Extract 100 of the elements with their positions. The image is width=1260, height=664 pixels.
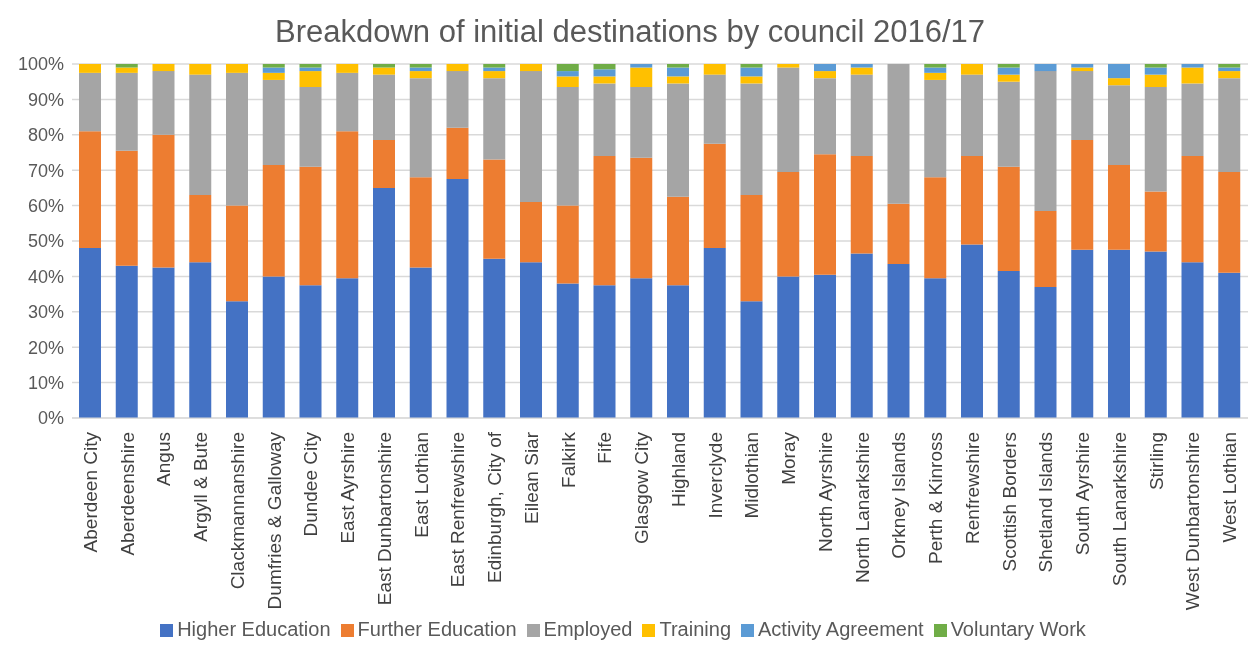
y-tick-label: 50% [27,231,64,252]
y-tick-label: 30% [27,302,64,323]
bar [373,187,395,418]
bar [1071,71,1094,141]
bar [777,171,800,277]
bar [520,64,542,72]
x-tick-label: Scottish Borders [998,432,1020,572]
bar [262,64,285,68]
x-tick-label: North Lanarkshire [851,432,873,584]
legend-label: Further Education [357,618,517,640]
bar [814,71,836,79]
bar [961,74,983,157]
bar [924,72,947,80]
bar [667,64,689,68]
bar [924,64,947,68]
bar [593,156,616,286]
legend-label: Training [659,618,731,640]
bar [483,78,506,160]
bar [667,83,689,197]
bar [115,64,138,68]
x-tick-label: Highland [667,432,689,507]
bar [226,205,248,302]
x-tick-label: Clackmannanshire [226,432,248,590]
bar [152,134,175,268]
legend-label: Activity Agreement [758,618,924,640]
bar [1108,85,1130,165]
bar [667,196,689,286]
bar [409,267,432,418]
bar [703,248,726,418]
bar [924,278,947,418]
bar [593,285,616,418]
bar [667,76,689,84]
bar [997,271,1020,418]
x-tick-label: East Ayrshire [337,432,359,544]
bar [814,154,836,275]
bar [630,67,653,88]
bar [997,81,1020,167]
bar [189,262,212,418]
chart-title: Breakdown of initial destinations by council 2016/17 [274,13,986,51]
bar [226,64,248,73]
bar [373,67,395,75]
y-tick-label: 70% [27,160,64,181]
bar [703,143,726,249]
x-tick-label: Moray [778,431,800,485]
bar [1071,64,1094,68]
bar [483,64,506,68]
bar [850,64,873,68]
bar [814,64,836,72]
bar [777,67,800,172]
bar [1218,171,1241,273]
y-tick-label: 90% [27,89,64,110]
bar [593,76,616,84]
bar [1144,64,1167,68]
bar [262,79,285,165]
bar [1218,272,1241,418]
bar [262,164,285,277]
x-tick-label: Midlothian [741,432,763,519]
bar [262,72,285,80]
x-tick-label: South Ayrshire [1072,432,1094,556]
x-tick-label: East Lothian [410,432,432,538]
bar [1144,67,1167,75]
bar [997,166,1020,272]
x-tick-label: Aberdeen City [79,431,101,553]
x-tick-label: Eilean Siar [520,431,542,524]
bar [924,177,947,279]
bar [850,67,873,75]
bar [740,301,763,418]
x-tick-label: Orkney Islands [888,432,910,559]
bar [593,69,616,77]
bar [556,64,579,72]
x-tick-label: Renfrewshire [961,432,983,544]
x-tick-label: West Dunbartonshire [1182,432,1204,611]
bar [1108,78,1130,86]
bar [409,64,432,68]
bar [997,74,1020,82]
x-tick-label: Angus [153,432,175,486]
x-tick-label: Falkirk [557,431,579,488]
bar [556,283,579,418]
bar [1181,64,1204,68]
bar [152,71,175,135]
y-tick-label: 60% [27,195,64,216]
bar [924,67,947,73]
bar [262,276,285,418]
bar [1181,262,1204,418]
bar [850,156,873,254]
x-tick-label: West Lothian [1219,432,1241,543]
bar [79,64,101,73]
bar [520,262,542,418]
x-tick-label: Stirling [1145,432,1167,491]
bar [961,156,983,245]
bar [79,248,101,418]
bar [630,64,653,68]
x-tick-label: East Dunbartonshire [373,432,395,606]
bar [997,64,1020,68]
y-tick-label: 20% [27,337,64,358]
bar [593,83,616,157]
bar [299,166,322,286]
bar [997,67,1020,75]
bar [1071,249,1094,418]
bar [520,71,542,203]
